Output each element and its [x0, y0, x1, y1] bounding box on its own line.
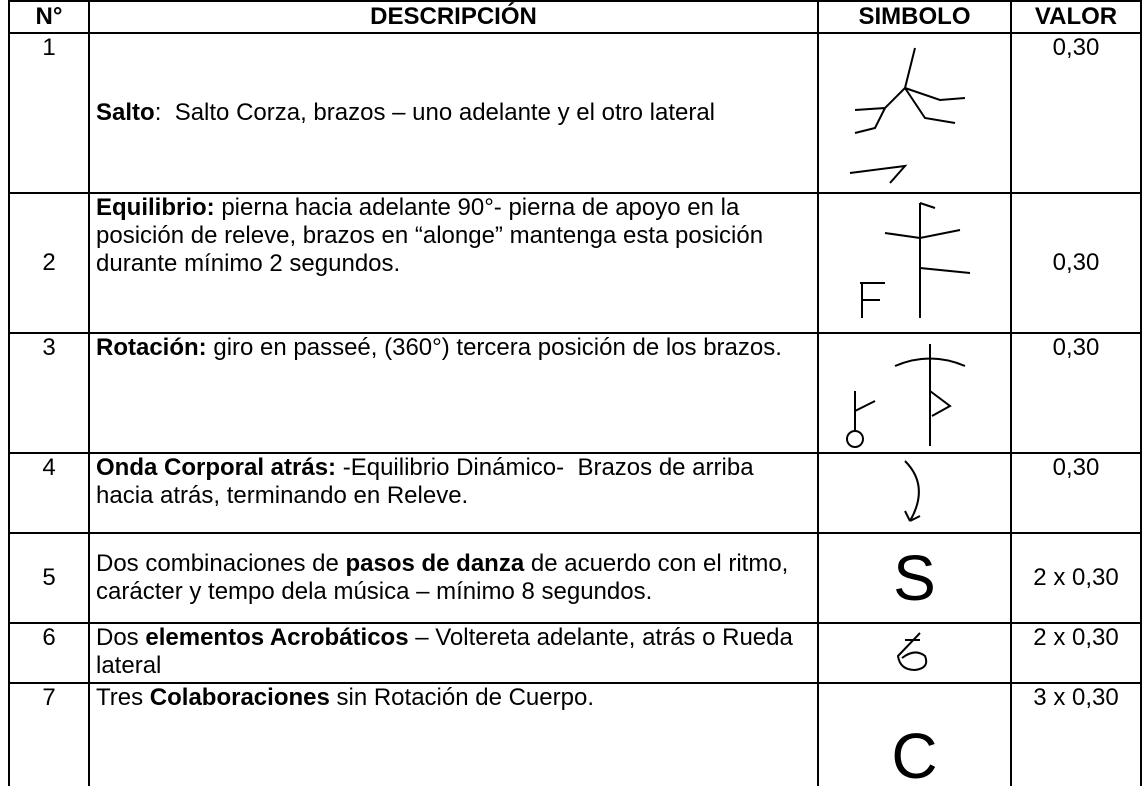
- number: 7: [8, 682, 90, 786]
- symbol-drawing: [817, 332, 1012, 454]
- row: 6 Dos elementos Acrobáticos – Voltereta …: [8, 622, 1142, 684]
- symbol: C: [817, 682, 1012, 788]
- description: Tres Colaboraciones sin Rotación de Cuer…: [88, 682, 819, 786]
- value: 2 x 0,30: [1010, 622, 1142, 684]
- text: pierna hacia adelante 90°- pierna de apo…: [96, 194, 770, 277]
- header-row: N° DESCRIPCIÓN SIMBOLO VALOR: [8, 0, 1142, 34]
- bold-text: Rotación:: [96, 334, 207, 361]
- value: 0,30: [1010, 452, 1142, 534]
- number: 3: [8, 332, 90, 454]
- number: 2: [8, 192, 90, 334]
- header-cell: SIMBOLO: [817, 0, 1012, 34]
- text: Dos: [96, 624, 146, 651]
- bold-text: elementos Acrobáticos: [145, 624, 409, 651]
- header-cell: VALOR: [1010, 0, 1142, 34]
- header-cell: N°: [8, 0, 90, 34]
- value: 0,30: [1010, 192, 1142, 334]
- text: – Voltereta adelante, atrás o Rueda late…: [96, 624, 800, 679]
- bold-text: Salto: [96, 99, 155, 126]
- text: giro en passeé, (360°) tercera posición …: [206, 334, 782, 361]
- description: Dos combinaciones de pasos de danza de a…: [88, 532, 819, 624]
- value: 0,30: [1010, 32, 1142, 194]
- text: de acuerdo con el ritmo, carácter y temp…: [96, 550, 796, 605]
- row: 4 Onda Corporal atrás: -Equilibrio Dinám…: [8, 452, 1142, 534]
- text: Tres: [96, 684, 150, 711]
- number: 1: [8, 32, 90, 194]
- value: 2 x 0,30: [1010, 532, 1142, 624]
- number: 6: [8, 622, 90, 684]
- number: 5: [8, 532, 90, 624]
- bold-text: Equilibrio:: [96, 194, 215, 221]
- row: 2 Equilibrio: pierna hacia adelante 90°-…: [8, 192, 1142, 334]
- elements-table: N° DESCRIPCIÓN SIMBOLO VALOR 1 Salto: Sa…: [8, 0, 1142, 788]
- row: 5 Dos combinaciones de pasos de danza de…: [8, 532, 1142, 624]
- symbol-drawing: [817, 622, 1012, 684]
- text: -Equilibrio Dinámico- Brazos de arriba h…: [96, 454, 761, 509]
- bold-text: Onda Corporal atrás:: [96, 454, 337, 481]
- value: 3 x 0,30: [1010, 682, 1142, 786]
- description: Salto: Salto Corza, brazos – uno adelant…: [88, 32, 819, 194]
- symbol-drawing: [817, 32, 1012, 194]
- description: Onda Corporal atrás: -Equilibrio Dinámic…: [88, 452, 819, 534]
- row: 7 Tres Colaboraciones sin Rotación de Cu…: [8, 682, 1142, 788]
- description: Rotación: giro en passeé, (360°) tercera…: [88, 332, 819, 454]
- symbol-drawing: [817, 192, 1012, 334]
- bold-text: Colaboraciones: [149, 684, 330, 711]
- row: 3 Rotación: giro en passeé, (360°) terce…: [8, 332, 1142, 454]
- description: Dos elementos Acrobáticos – Voltereta ad…: [88, 622, 819, 684]
- value: 0,30: [1010, 332, 1142, 454]
- text: : Salto Corza, brazos – uno adelante y e…: [154, 99, 716, 126]
- number: 4: [8, 452, 90, 534]
- symbol-drawing: [817, 452, 1012, 534]
- symbol: S: [817, 532, 1012, 624]
- row: 1 Salto: Salto Corza, brazos – uno adela…: [8, 32, 1142, 194]
- text: Dos combinaciones de: [96, 550, 346, 577]
- text: sin Rotación de Cuerpo.: [329, 684, 594, 711]
- description: Equilibrio: pierna hacia adelante 90°- p…: [88, 192, 819, 334]
- bold-text: pasos de danza: [345, 550, 525, 577]
- header-cell: DESCRIPCIÓN: [88, 0, 819, 34]
